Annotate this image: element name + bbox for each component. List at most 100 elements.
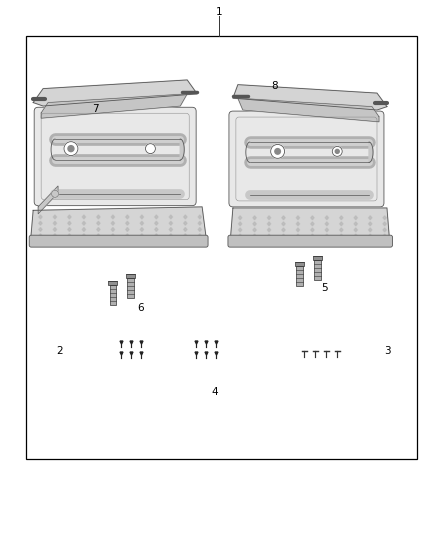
Polygon shape xyxy=(253,216,256,220)
Polygon shape xyxy=(311,240,314,244)
Bar xyxy=(108,280,117,285)
Polygon shape xyxy=(68,228,71,231)
Polygon shape xyxy=(354,228,357,232)
Bar xyxy=(295,262,304,266)
Text: 3: 3 xyxy=(384,346,391,357)
Polygon shape xyxy=(297,228,300,232)
Polygon shape xyxy=(184,228,187,231)
Polygon shape xyxy=(198,221,201,225)
Polygon shape xyxy=(68,215,71,219)
Polygon shape xyxy=(354,234,357,238)
Polygon shape xyxy=(238,98,379,122)
Polygon shape xyxy=(41,94,187,118)
Polygon shape xyxy=(239,240,242,244)
Polygon shape xyxy=(253,222,256,226)
Polygon shape xyxy=(230,208,390,245)
Circle shape xyxy=(335,149,339,154)
Polygon shape xyxy=(82,228,85,231)
Text: 4: 4 xyxy=(212,387,218,397)
Polygon shape xyxy=(39,215,42,219)
Bar xyxy=(297,266,303,286)
Polygon shape xyxy=(140,240,144,244)
Polygon shape xyxy=(340,216,343,220)
Circle shape xyxy=(145,144,155,154)
Polygon shape xyxy=(82,234,85,238)
Bar xyxy=(313,256,322,260)
Polygon shape xyxy=(97,221,100,225)
Polygon shape xyxy=(239,216,242,220)
Polygon shape xyxy=(354,240,357,244)
FancyBboxPatch shape xyxy=(34,107,196,206)
Polygon shape xyxy=(354,216,357,220)
Polygon shape xyxy=(282,228,285,232)
Polygon shape xyxy=(383,240,386,244)
Polygon shape xyxy=(53,228,57,231)
Polygon shape xyxy=(97,215,100,219)
Polygon shape xyxy=(253,234,256,238)
Polygon shape xyxy=(311,228,314,232)
Polygon shape xyxy=(111,234,114,238)
Polygon shape xyxy=(311,216,314,220)
Text: 8: 8 xyxy=(271,81,278,91)
Polygon shape xyxy=(282,234,285,238)
Polygon shape xyxy=(53,240,57,244)
Polygon shape xyxy=(82,215,85,219)
Polygon shape xyxy=(126,228,129,231)
Text: 6: 6 xyxy=(137,303,144,313)
Polygon shape xyxy=(169,240,173,244)
Bar xyxy=(26,36,417,459)
Circle shape xyxy=(271,144,285,158)
Polygon shape xyxy=(82,221,85,225)
Polygon shape xyxy=(369,240,372,244)
Polygon shape xyxy=(340,234,343,238)
Polygon shape xyxy=(39,234,42,238)
Polygon shape xyxy=(297,222,300,226)
Polygon shape xyxy=(383,228,386,232)
Polygon shape xyxy=(68,240,71,244)
FancyBboxPatch shape xyxy=(228,235,392,247)
Polygon shape xyxy=(325,216,328,220)
Polygon shape xyxy=(369,222,372,226)
Bar xyxy=(110,285,116,305)
Polygon shape xyxy=(111,215,114,219)
Polygon shape xyxy=(325,234,328,238)
Polygon shape xyxy=(354,222,357,226)
Polygon shape xyxy=(68,221,71,225)
Polygon shape xyxy=(126,221,129,225)
Polygon shape xyxy=(325,222,328,226)
Circle shape xyxy=(64,142,78,156)
Polygon shape xyxy=(53,221,57,225)
Polygon shape xyxy=(369,234,372,238)
Text: 5: 5 xyxy=(321,283,328,293)
Polygon shape xyxy=(340,222,343,226)
Polygon shape xyxy=(97,234,100,238)
Polygon shape xyxy=(297,234,300,238)
Polygon shape xyxy=(383,216,386,220)
Polygon shape xyxy=(369,216,372,220)
Polygon shape xyxy=(39,228,42,231)
Polygon shape xyxy=(39,240,42,244)
Polygon shape xyxy=(111,228,114,231)
Text: 2: 2 xyxy=(57,346,63,357)
Polygon shape xyxy=(297,216,300,220)
Polygon shape xyxy=(311,234,314,238)
Polygon shape xyxy=(126,234,129,238)
Polygon shape xyxy=(383,234,386,238)
Polygon shape xyxy=(169,228,173,231)
Polygon shape xyxy=(239,234,242,238)
Polygon shape xyxy=(253,240,256,244)
Polygon shape xyxy=(184,240,187,244)
Polygon shape xyxy=(311,222,314,226)
Polygon shape xyxy=(140,215,144,219)
Polygon shape xyxy=(369,142,373,163)
Polygon shape xyxy=(340,228,343,232)
Polygon shape xyxy=(169,234,173,238)
Polygon shape xyxy=(97,228,100,231)
Polygon shape xyxy=(282,240,285,244)
Polygon shape xyxy=(126,240,129,244)
Bar xyxy=(126,273,135,278)
Polygon shape xyxy=(155,221,158,225)
Circle shape xyxy=(52,190,59,197)
Polygon shape xyxy=(155,240,158,244)
Polygon shape xyxy=(169,221,173,225)
